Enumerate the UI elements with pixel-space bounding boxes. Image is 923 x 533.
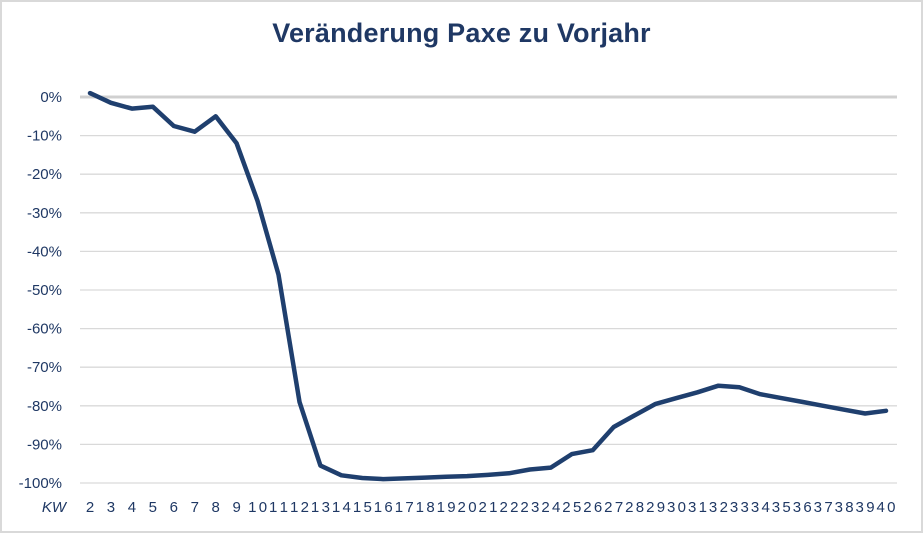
x-tick-label: 16 <box>374 499 393 516</box>
x-tick-label: 17 <box>395 499 414 516</box>
x-tick-label: 25 <box>562 499 581 516</box>
x-tick-label: 20 <box>458 499 477 516</box>
gridlines <box>80 95 897 484</box>
y-tick-label: -80% <box>27 398 62 415</box>
x-tick-label: 7 <box>191 499 199 516</box>
x-tick-label: 18 <box>416 499 435 516</box>
x-tick-label: 8 <box>212 499 220 516</box>
y-axis-labels: 0% -10% -20% -30% -40% -50% -60% -70% -80% -90% -1… <box>19 89 62 492</box>
y-tick-label: -40% <box>27 243 62 260</box>
x-tick-label: 6 <box>170 499 178 516</box>
x-tick-label: 15 <box>353 499 372 516</box>
x-tick-label: 35 <box>772 499 791 516</box>
x-tick-label: 5 <box>149 499 157 516</box>
x-axis-title: KW <box>42 499 68 516</box>
x-tick-label: 39 <box>856 499 875 516</box>
chart-title: Veränderung Paxe zu Vorjahr <box>272 18 651 48</box>
x-tick-label: 3 <box>107 499 115 516</box>
x-tick-label: 14 <box>332 499 351 516</box>
x-tick-label: 32 <box>709 499 728 516</box>
x-tick-label: 26 <box>583 499 602 516</box>
x-tick-label: 40 <box>877 499 896 516</box>
x-tick-label: 28 <box>625 499 644 516</box>
y-tick-label: 0% <box>40 89 62 106</box>
x-tick-label: 11 <box>269 499 288 516</box>
x-tick-label: 13 <box>311 499 330 516</box>
x-tick-label: 21 <box>479 499 498 516</box>
x-tick-label: 22 <box>499 499 518 516</box>
y-tick-label: -50% <box>27 282 62 299</box>
y-tick-label: -100% <box>19 475 62 492</box>
x-tick-label: 9 <box>232 499 240 516</box>
x-tick-label: 27 <box>604 499 623 516</box>
x-tick-label: 12 <box>290 499 309 516</box>
x-tick-label: 23 <box>520 499 539 516</box>
y-tick-label: -90% <box>27 436 62 453</box>
data-line <box>87 90 889 482</box>
y-tick-label: -30% <box>27 205 62 222</box>
x-tick-label: 38 <box>835 499 854 516</box>
y-tick-label: -20% <box>27 166 62 183</box>
x-tick-label: 30 <box>667 499 686 516</box>
x-tick-label: 29 <box>646 499 665 516</box>
x-tick-label: 34 <box>751 499 770 516</box>
y-tick-label: -70% <box>27 359 62 376</box>
x-tick-label: 33 <box>730 499 749 516</box>
y-tick-label: -10% <box>27 128 62 145</box>
x-tick-label: 37 <box>814 499 833 516</box>
x-tick-label: 24 <box>541 499 560 516</box>
x-tick-label: 31 <box>688 499 707 516</box>
x-tick-label: 10 <box>248 499 267 516</box>
x-tick-label: 2 <box>86 499 94 516</box>
x-tick-label: 19 <box>437 499 456 516</box>
x-tick-label: 4 <box>128 499 136 516</box>
x-tick-label: 36 <box>793 499 812 516</box>
y-tick-label: -60% <box>27 321 62 338</box>
x-axis-labels: KW 2 3 4 5 6 7 8 9 10 11 12 13 14 15 16 17 18 19 20 21 22 23 24… <box>42 499 896 516</box>
